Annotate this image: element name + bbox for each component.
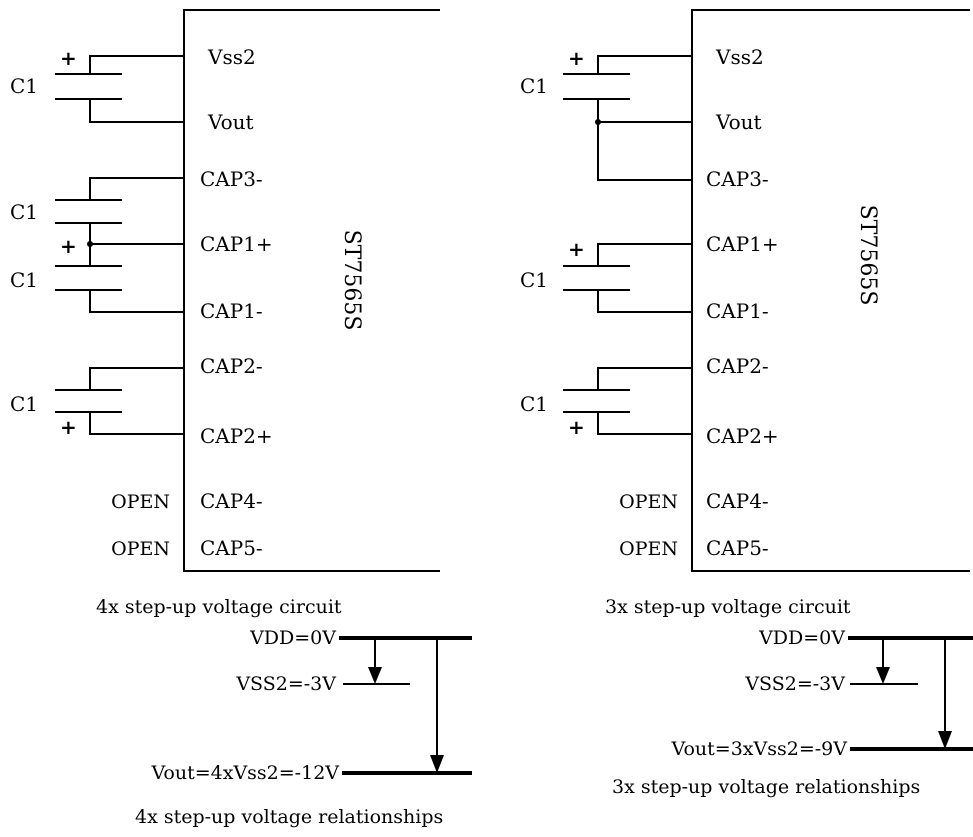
left-vss2-label: VSS2=-3V [235,673,336,695]
right-open-cap4: OPEN [619,491,678,513]
right-plus-c: + [568,415,585,439]
left-vdd-label: VDD=0V [249,627,336,649]
right-pin-cap2+: CAP2+ [706,424,779,448]
right-capacitor-c [563,367,692,435]
right-cap-label-b: C1 [520,268,548,292]
left-circuit-caption: 4x step-up voltage circuit [96,596,342,618]
right-plus-b: + [568,237,585,261]
left-open-cap5: OPEN [111,538,170,560]
right-circuit-caption: 3x step-up voltage circuit [605,596,851,618]
left-capacitor-c [55,244,184,313]
right-plus-a: + [568,46,585,70]
left-pin-cap4-: CAP4- [200,489,263,513]
right-pin-cap5-: CAP5- [706,536,769,560]
left-chip-outline [183,9,440,572]
left-pin-vss2: Vss2 [207,45,256,69]
left-arrowhead-vss2 [368,667,382,684]
left-plus-a: + [60,46,77,70]
left-circuit: ST7565S Vss2 Vout CAP3- CAP1+ CAP1- CAP2… [10,9,440,618]
left-pin-cap1+: CAP1+ [200,232,273,256]
left-junction-dot [87,241,93,247]
left-relationship-caption: 4x step-up voltage relationships [135,806,443,828]
right-pin-cap3-: CAP3- [706,167,769,191]
left-capacitor-b [55,177,184,245]
left-vout-label: Vout=4xVss2=-12V [150,762,339,784]
left-cap-label-a: C1 [10,74,38,98]
left-cap-label-d: C1 [10,392,38,416]
right-chip-label: ST7565S [855,205,880,306]
right-arrowhead-vss2 [876,667,890,684]
left-cap-label-c: C1 [10,268,38,292]
left-pin-vout: Vout [207,110,254,134]
right-pin-cap1+: CAP1+ [706,232,779,256]
right-open-cap5: OPEN [619,538,678,560]
right-voltage-relationship: VDD=0V VSS2=-3V Vout=3xVss2=-9V 3x step-… [612,627,973,798]
right-cap-label-a: C1 [520,74,548,98]
right-pin-vss2: Vss2 [715,45,764,69]
left-pin-cap5-: CAP5- [200,536,263,560]
right-pin-cap2-: CAP2- [706,354,769,378]
left-pin-cap3-: CAP3- [200,167,263,191]
left-pin-cap2-: CAP2- [200,354,263,378]
right-pin-vout: Vout [715,110,762,134]
right-pin-cap4-: CAP4- [706,489,769,513]
left-chip-label: ST7565S [339,230,364,331]
left-capacitor-a [55,55,184,123]
left-pin-cap1-: CAP1- [200,299,263,323]
right-relationship-caption: 3x step-up voltage relationships [612,776,920,798]
left-pin-cap2+: CAP2+ [200,424,273,448]
right-vdd-label: VDD=0V [758,627,845,649]
right-cap-label-c: C1 [520,392,548,416]
left-voltage-relationship: VDD=0V VSS2=-3V Vout=4xVss2=-12V 4x step… [135,627,472,828]
left-capacitor-d [55,367,184,435]
right-capacitor-a [563,55,692,181]
right-pin-cap1-: CAP1- [706,299,769,323]
left-plus-d: + [60,415,77,439]
right-vout-label: Vout=3xVss2=-9V [671,738,848,760]
left-plus-b: + [60,234,77,258]
right-junction-dot [595,119,601,125]
right-chip-outline [691,9,970,572]
right-arrowhead-vout [938,731,952,749]
right-circuit: ST7565S Vss2 Vout CAP3- CAP1+ CAP1- CAP2… [520,9,970,618]
left-cap-label-b: C1 [10,200,38,224]
right-capacitor-b [563,243,692,313]
left-open-cap4: OPEN [111,491,170,513]
left-arrowhead-vout [430,755,444,773]
right-vss2-label: VSS2=-3V [744,673,845,695]
